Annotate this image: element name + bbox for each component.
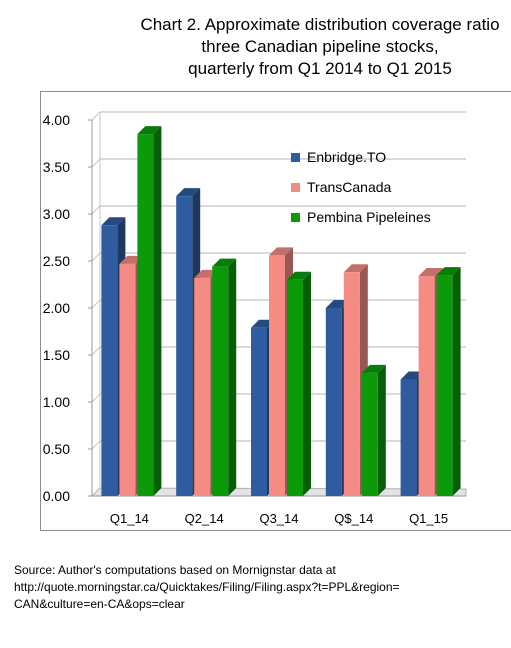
- bar-side: [153, 126, 162, 496]
- chart-title-line-2: three Canadian pipeline stocks,: [201, 37, 439, 56]
- bar: [400, 379, 417, 496]
- bar: [212, 266, 229, 496]
- source-line-3: CAN&culture=en-CA&ops=clear: [14, 597, 185, 611]
- bar-top: [176, 188, 201, 197]
- y-tick-label: 0.50: [43, 441, 70, 457]
- legend-swatch: [291, 153, 300, 162]
- chart-title-line-1: Chart 2. Approximate distribution covera…: [140, 15, 500, 34]
- bar: [269, 255, 285, 496]
- y-tick-label: 0.00: [43, 488, 70, 504]
- bar: [361, 372, 378, 496]
- gridline-side: [91, 111, 101, 121]
- gridline-side: [91, 252, 101, 262]
- bar: [137, 134, 154, 496]
- gridline-side: [91, 346, 101, 356]
- source-line-2: http://quote.morningstar.ca/Quicktakes/F…: [14, 580, 400, 594]
- bar-top: [418, 268, 443, 277]
- bar: [119, 263, 136, 496]
- bar-top: [361, 364, 386, 373]
- bar: [287, 279, 303, 496]
- legend-swatch: [291, 183, 300, 192]
- source-note: Source: Author's computations based on M…: [14, 562, 504, 613]
- bar-top: [343, 264, 368, 273]
- bar-side: [228, 258, 237, 496]
- legend-swatch: [291, 213, 300, 222]
- y-tick-label: 2.50: [43, 253, 70, 269]
- gridline-side: [91, 440, 101, 450]
- x-tick-label: Q1_15: [409, 511, 448, 526]
- source-line-1: Source: Author's computations based on M…: [14, 563, 336, 577]
- bar-top: [269, 247, 293, 256]
- bar: [325, 308, 342, 496]
- bar: [343, 272, 360, 496]
- bar: [418, 276, 435, 496]
- x-tick-label: Q$_14: [334, 511, 373, 526]
- bar-side: [377, 364, 386, 496]
- x-tick-label: Q2_14: [185, 511, 224, 526]
- legend-label: Pembina Pipeleines: [307, 209, 431, 225]
- bar: [436, 275, 453, 496]
- bar-top: [212, 258, 237, 267]
- gridline-side: [91, 205, 101, 215]
- bar-top: [137, 126, 162, 135]
- bar-side: [303, 271, 311, 496]
- y-tick-label: 3.50: [43, 159, 70, 175]
- y-tick-label: 2.00: [43, 300, 70, 316]
- y-tick-label: 3.00: [43, 206, 70, 222]
- x-tick-label: Q1_14: [110, 511, 149, 526]
- gridline-side: [91, 393, 101, 403]
- bar-top: [101, 217, 126, 226]
- bar: [101, 225, 118, 496]
- bar: [251, 327, 267, 496]
- bar: [176, 196, 193, 496]
- gridline-side: [91, 158, 101, 168]
- bar-top: [436, 267, 461, 276]
- y-tick-label: 1.00: [43, 394, 70, 410]
- bar: [194, 277, 211, 496]
- y-tick-label: 1.50: [43, 347, 70, 363]
- chart-title-line-3: quarterly from Q1 2014 to Q1 2015: [188, 59, 452, 78]
- gridline-side: [91, 299, 101, 309]
- x-tick-label: Q3_14: [259, 511, 298, 526]
- bar-top: [287, 271, 311, 280]
- legend-label: Enbridge.TO: [307, 149, 386, 165]
- legend-label: TransCanada: [307, 179, 392, 195]
- bar-side: [452, 267, 461, 496]
- y-tick-label: 4.00: [43, 112, 70, 128]
- chart-title: Chart 2. Approximate distribution covera…: [60, 14, 511, 80]
